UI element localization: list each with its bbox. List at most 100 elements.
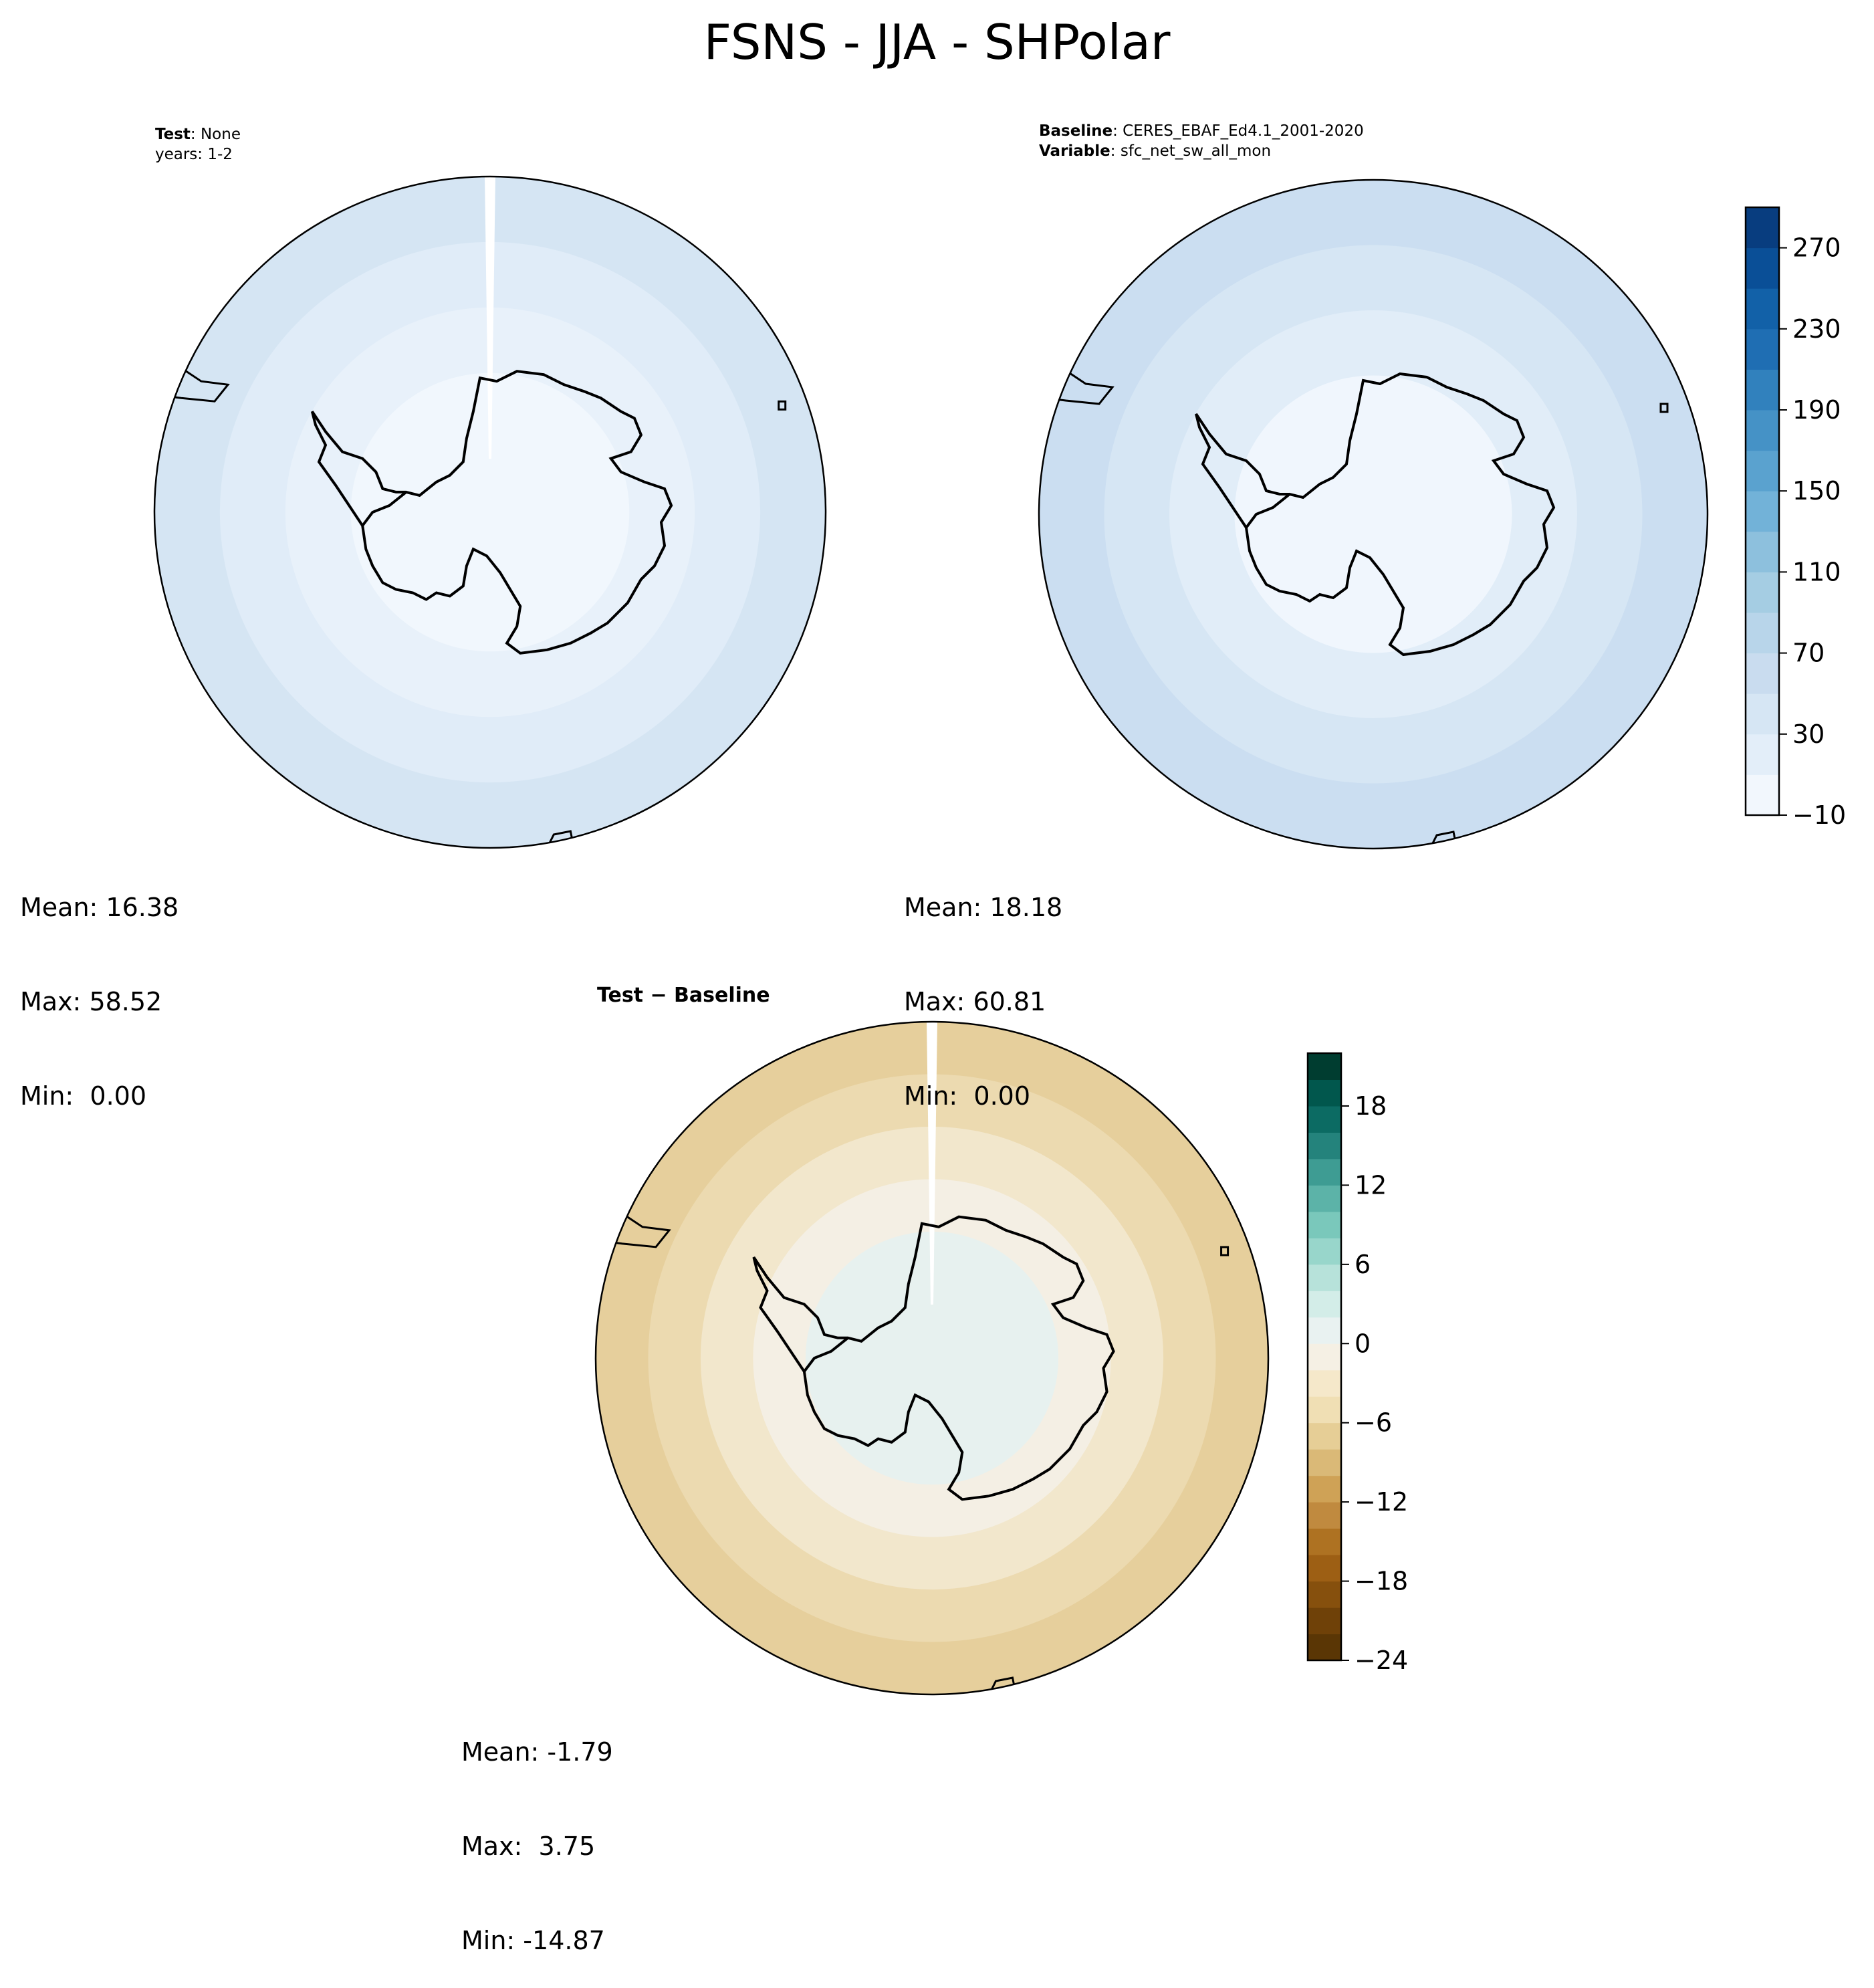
diff-mean: Mean: -1.79 xyxy=(461,1737,613,1767)
top-colorbar-frame xyxy=(1744,206,1780,816)
test-map: −10 30 70 110 150 190 230 270 −24 −18 −12 −6 0 6 12 18 xyxy=(153,175,1846,1696)
variable-value: : sfc_net_sw_all_mon xyxy=(1110,142,1272,160)
diff-colorbar-band xyxy=(1308,1132,1341,1159)
test-map-group xyxy=(153,175,827,849)
test-years: years: 1-2 xyxy=(155,146,233,163)
diff-colorbar-band xyxy=(1308,1106,1341,1133)
diff-field xyxy=(596,1022,1268,1694)
diff-colorbar-band xyxy=(1308,1608,1341,1634)
diff-colorbar-band xyxy=(1308,1053,1341,1080)
top-colorbar-band xyxy=(1746,491,1779,532)
diff-colorbar-band xyxy=(1308,1264,1341,1291)
test-mean: Mean: 16.38 xyxy=(20,893,179,922)
top-colorbar-band xyxy=(1746,410,1779,451)
top-colorbar-band xyxy=(1746,613,1779,654)
diff-colorbar-band xyxy=(1308,1555,1341,1582)
diff-map-group xyxy=(594,1020,1270,1696)
baseline-island xyxy=(1428,831,1458,849)
diff-colorbar-tick-label: 18 xyxy=(1355,1091,1387,1121)
top-colorbar-tick-label: 190 xyxy=(1792,395,1841,425)
baseline-header: Baseline: CERES_EBAF_Ed4.1_2001-2020 Var… xyxy=(1039,121,1364,161)
diff-colorbar-band xyxy=(1308,1291,1341,1318)
test-header-label: Test xyxy=(155,126,191,143)
test-field xyxy=(154,177,826,848)
top-colorbar-tick-label: −10 xyxy=(1792,800,1846,830)
diff-colorbar-band xyxy=(1308,1634,1341,1661)
diff-max: Max: 3.75 xyxy=(461,1832,596,1861)
diff-colorbar-frame xyxy=(1306,1052,1342,1662)
top-colorbar-band xyxy=(1746,693,1779,735)
diff-island xyxy=(1220,1246,1229,1256)
test-island xyxy=(545,830,576,848)
top-colorbar-band xyxy=(1746,247,1779,289)
top-colorbar-band xyxy=(1746,531,1779,572)
diff-colorbar-band xyxy=(1308,1211,1341,1238)
diff-colorbar-tick-label: −18 xyxy=(1355,1567,1408,1596)
test-data-gap xyxy=(485,177,495,459)
top-colorbar-band xyxy=(1746,450,1779,491)
top-colorbar-tick-label: 30 xyxy=(1792,720,1825,749)
figure-title: FSNS - JJA - SHPolar xyxy=(703,14,1171,70)
test-antarctica-coastline xyxy=(310,370,673,655)
top-colorbar-band xyxy=(1746,207,1779,249)
diff-colorbar-tick-label: −12 xyxy=(1355,1487,1408,1517)
top-colorbar-tick-label: 110 xyxy=(1792,557,1841,586)
diff-colorbar-tick-label: 12 xyxy=(1355,1170,1387,1200)
diff-data-gap xyxy=(927,1022,937,1305)
diff-colorbar-band xyxy=(1308,1238,1341,1265)
diff-colorbar-band xyxy=(1308,1449,1341,1476)
diff-min: Min: -14.87 xyxy=(461,1926,605,1955)
baseline-header-value: : CERES_EBAF_Ed4.1_2001-2020 xyxy=(1112,122,1364,140)
test-map-boundary xyxy=(153,175,827,849)
top-colorbar-tick-label: 270 xyxy=(1792,233,1841,263)
diff-colorbar-tick-label: −24 xyxy=(1355,1646,1408,1675)
top-colorbar-band xyxy=(1746,734,1779,775)
top-colorbar-band xyxy=(1746,653,1779,694)
baseline-mean: Mean: 18.18 xyxy=(904,893,1063,922)
test-min: Min: 0.00 xyxy=(20,1081,146,1111)
top-colorbar-tick-label: 70 xyxy=(1792,639,1825,668)
top-colorbar-band xyxy=(1746,328,1779,370)
baseline-map-boundary xyxy=(1038,179,1709,850)
baseline-field xyxy=(1039,180,1708,849)
diff-colorbar-band xyxy=(1308,1185,1341,1212)
diff-colorbar-band xyxy=(1308,1343,1341,1371)
baseline-contour-band xyxy=(1234,375,1512,653)
top-colorbar-band xyxy=(1746,774,1779,816)
test-header: Test: None years: 1-2 xyxy=(155,124,241,164)
top-colorbar-band xyxy=(1746,288,1779,330)
baseline-header-label: Baseline xyxy=(1039,122,1113,140)
test-header-value: : None xyxy=(190,126,241,143)
diff-antarctica-coastline xyxy=(752,1215,1115,1501)
test-max: Max: 58.52 xyxy=(20,987,162,1016)
diff-colorbar-band xyxy=(1308,1396,1341,1424)
diff-colorbar-tick-label: −6 xyxy=(1355,1408,1392,1438)
variable-label: Variable xyxy=(1039,142,1110,160)
baseline-map-group xyxy=(1038,179,1709,850)
diff-colorbar-band xyxy=(1308,1581,1341,1608)
diff-colorbar-band xyxy=(1308,1317,1341,1344)
top-colorbar-tick-label: 230 xyxy=(1792,314,1841,344)
test-contour-band xyxy=(350,372,630,652)
baseline-max: Max: 60.81 xyxy=(904,987,1046,1016)
baseline-antarctica-coastline xyxy=(1195,372,1556,657)
diff-colorbar-band xyxy=(1308,1502,1341,1529)
diff-header: Test − Baseline xyxy=(597,984,770,1007)
diff-colorbar-tick-label: 0 xyxy=(1355,1329,1371,1358)
test-island xyxy=(778,400,787,411)
diff-stats: Mean: -1.79 Max: 3.75 Min: -14.87 xyxy=(461,1674,613,1988)
diff-colorbar-band xyxy=(1308,1079,1341,1107)
diff-contour-band xyxy=(805,1231,1059,1485)
diff-colorbar-band xyxy=(1308,1422,1341,1450)
diff-colorbar-band xyxy=(1308,1528,1341,1555)
baseline-island xyxy=(1659,403,1669,413)
baseline-stats: Mean: 18.18 Max: 60.81 Min: 0.00 xyxy=(904,829,1062,1143)
top-colorbar-tick-label: 150 xyxy=(1792,476,1841,506)
diff-map-boundary xyxy=(594,1020,1270,1696)
test-stats: Mean: 16.38 Max: 58.52 Min: 0.00 xyxy=(20,829,179,1143)
diff-colorbar-band xyxy=(1308,1475,1341,1503)
diff-colorbar-tick-label: 6 xyxy=(1355,1250,1371,1279)
top-colorbar-band xyxy=(1746,369,1779,411)
diff-island xyxy=(987,1676,1018,1694)
baseline-min: Min: 0.00 xyxy=(904,1081,1030,1111)
